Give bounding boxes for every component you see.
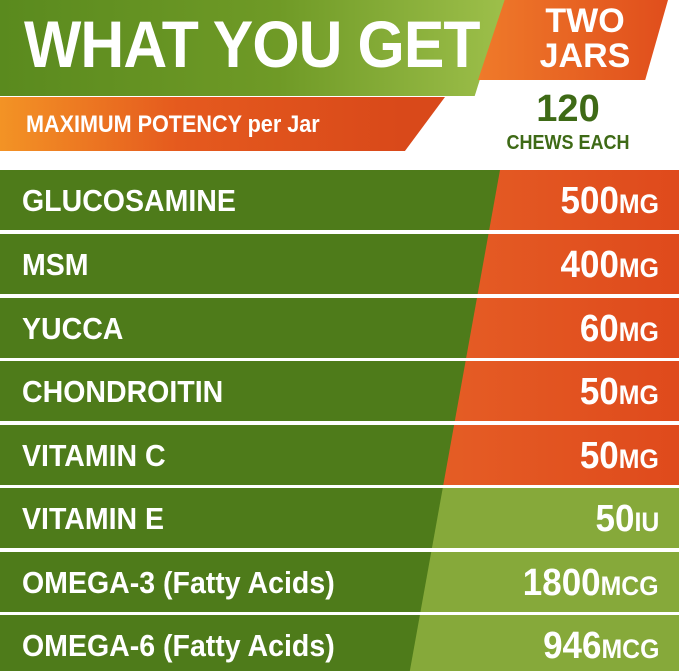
amount-panel	[489, 170, 679, 230]
two-jars-text: TWO JARS	[520, 4, 650, 74]
amount-value: 50	[595, 498, 635, 540]
amount-value: 400	[560, 244, 619, 286]
amount-value: 60	[580, 308, 619, 350]
ingredient-amount: 400MG	[561, 244, 659, 287]
amount-unit: MCG	[601, 634, 659, 664]
amount-panel	[477, 234, 679, 294]
amount-panel	[454, 361, 679, 421]
amount-value: 500	[560, 180, 619, 222]
ingredient-name: GLUCOSAMINE	[22, 183, 236, 218]
amount-panel	[431, 488, 679, 548]
ingredient-name: CHONDROITIN	[22, 374, 224, 409]
ingredient-row: CHONDROITIN 50MG	[0, 361, 679, 421]
amount-panel	[466, 298, 679, 358]
ingredient-amount: 60MG	[580, 308, 659, 351]
ingredient-name: MSM	[22, 247, 89, 282]
ingredient-amount: 946MCG	[543, 625, 659, 668]
ingredient-row: MSM 400MG	[0, 234, 679, 294]
ingredient-amount: 50MG	[580, 371, 659, 414]
amount-value: 1800	[523, 562, 602, 604]
badge-line-1: TWO	[545, 2, 625, 40]
amount-unit: MG	[618, 380, 659, 410]
potency-label: MAXIMUM POTENCY per Jar	[26, 111, 320, 138]
amount-unit: MCG	[601, 571, 659, 601]
amount-value: 50	[580, 435, 619, 477]
ingredient-row: OMEGA-3 (Fatty Acids) 1800MCG	[0, 552, 679, 612]
ingredient-row: VITAMIN C 50MG	[0, 425, 679, 485]
ingredient-row: OMEGA-6 (Fatty Acids) 946MCG	[0, 615, 679, 671]
ingredient-row: YUCCA 60MG	[0, 298, 679, 358]
two-jars-badge	[478, 0, 668, 80]
ingredient-name: VITAMIN C	[22, 438, 166, 473]
amount-panel	[420, 552, 679, 612]
title-banner	[0, 0, 505, 96]
ingredient-name: YUCCA	[22, 311, 124, 346]
page-title: WHAT YOU GET	[24, 7, 481, 81]
amount-value: 946	[542, 625, 602, 667]
amount-unit: MG	[618, 317, 659, 347]
potency-banner	[0, 97, 445, 151]
ingredient-name: OMEGA-6 (Fatty Acids)	[22, 628, 335, 663]
ingredient-name: VITAMIN E	[22, 501, 165, 536]
ingredient-name: OMEGA-3 (Fatty Acids)	[22, 565, 335, 600]
ingredient-amount: 50MG	[580, 435, 659, 478]
ingredient-amount: 1800MCG	[523, 562, 659, 605]
amount-unit: MG	[618, 444, 659, 474]
ingredient-row: GLUCOSAMINE 500MG	[0, 170, 679, 230]
amount-unit: IU	[634, 507, 659, 537]
amount-panel	[409, 615, 679, 671]
amount-value: 50	[580, 371, 619, 413]
amount-unit: MG	[618, 253, 659, 283]
chew-count: 120	[536, 88, 600, 130]
ingredient-amount: 500MG	[561, 180, 659, 223]
badge-line-2: JARS	[539, 37, 631, 75]
ingredient-row: VITAMIN E 50IU	[0, 488, 679, 548]
chew-count-label: CHEWS EACH	[506, 132, 630, 154]
amount-panel	[443, 425, 679, 485]
amount-unit: MG	[618, 189, 659, 219]
ingredient-amount: 50IU	[595, 498, 659, 541]
